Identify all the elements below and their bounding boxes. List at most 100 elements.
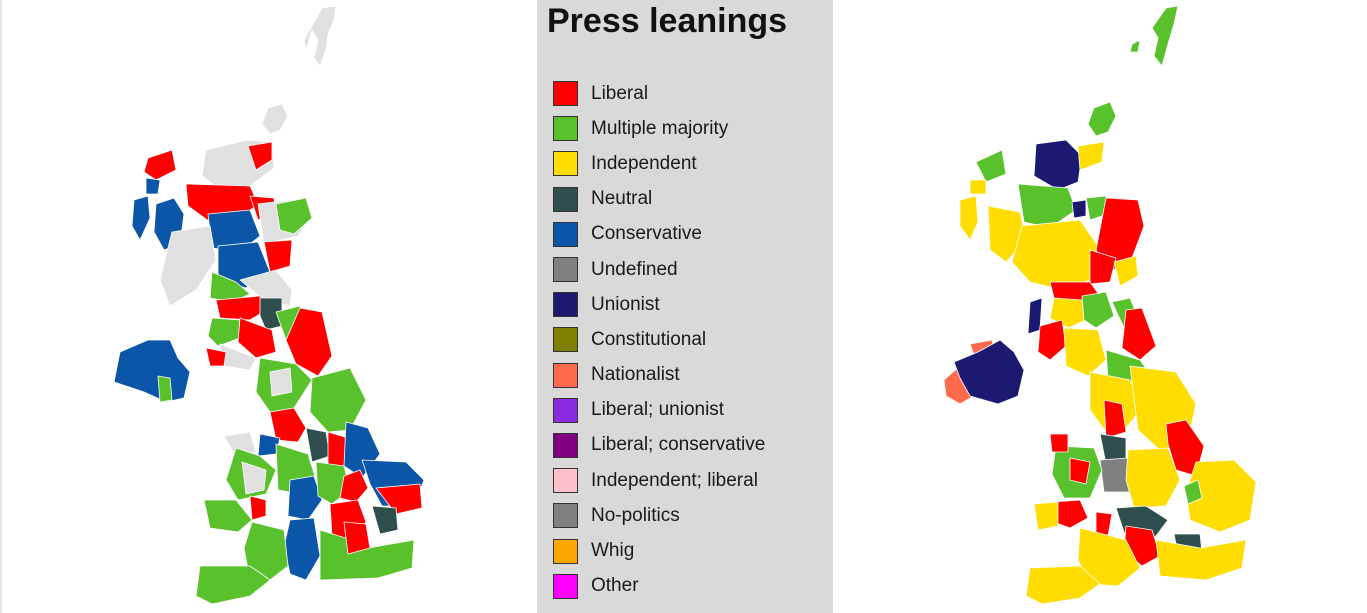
legend-label: Whig: [591, 540, 635, 562]
frame-border: [0, 0, 2, 613]
region: [283, 517, 321, 581]
region: [1081, 291, 1115, 329]
region: [1063, 327, 1107, 377]
region: [305, 427, 331, 463]
region: [145, 177, 161, 195]
region: [285, 307, 333, 377]
region: [375, 483, 423, 515]
region: [1077, 141, 1105, 171]
region: [975, 149, 1007, 183]
legend-item: Multiple majority: [553, 111, 765, 146]
legend-label: No-politics: [591, 504, 680, 526]
legend-title: Press leanings: [547, 2, 788, 40]
region: [287, 475, 323, 521]
region: [263, 239, 293, 273]
uk-map-left: [113, 5, 425, 605]
legend-item: Conservative: [553, 217, 765, 252]
region: [303, 5, 337, 67]
region: [113, 339, 191, 403]
region: [241, 461, 267, 495]
legend-swatch: [553, 538, 578, 564]
region: [237, 317, 277, 359]
legend-swatch: [553, 116, 578, 142]
legend-label: Constitutional: [591, 328, 707, 350]
legend-label: Independent; liberal: [591, 469, 758, 491]
region: [969, 179, 987, 195]
region: [205, 347, 227, 367]
region: [257, 433, 281, 457]
region: [1183, 479, 1203, 505]
region: [1089, 371, 1143, 433]
region: [1011, 219, 1099, 291]
legend-label: Independent: [591, 152, 697, 174]
legend-item: Whig: [553, 533, 765, 568]
legend-label: Liberal: [591, 82, 649, 104]
region: [159, 225, 217, 307]
legend-swatch: [553, 327, 578, 353]
region: [309, 367, 367, 433]
region: [1087, 101, 1117, 137]
legend-item: Liberal: [553, 76, 765, 111]
legend-swatch: [553, 503, 578, 529]
legend-swatch: [553, 573, 578, 599]
region: [249, 495, 267, 521]
region: [131, 195, 151, 241]
region: [1037, 319, 1067, 361]
region: [1125, 447, 1181, 509]
region: [195, 565, 271, 605]
region: [259, 297, 283, 331]
legend-swatch: [553, 257, 578, 283]
legend-swatch: [553, 362, 578, 388]
legend-label: Other: [591, 575, 639, 597]
region: [269, 407, 307, 443]
legend-item: Nationalist: [553, 358, 765, 393]
region: [1113, 255, 1139, 287]
region: [959, 195, 979, 241]
legend-swatch: [553, 468, 578, 494]
region: [953, 339, 1025, 405]
region: [1099, 457, 1131, 493]
legend-label: Undefined: [591, 258, 678, 280]
region: [1103, 399, 1127, 439]
region: [1155, 539, 1247, 581]
legend-item: Liberal; unionist: [553, 393, 765, 428]
region: [207, 317, 241, 347]
legend-list: Liberal Multiple majority Independent Neutr…: [553, 76, 765, 604]
legend-panel: Press leanings Liberal Multiple majority I…: [537, 0, 833, 613]
legend-label: Liberal; unionist: [591, 399, 725, 421]
region: [1089, 249, 1117, 285]
legend-item: No-politics: [553, 498, 765, 533]
region: [247, 141, 273, 171]
legend-swatch: [553, 432, 578, 458]
region: [1033, 139, 1083, 191]
region: [1151, 5, 1179, 67]
region: [339, 469, 369, 503]
legend-item: Other: [553, 569, 765, 604]
region: [261, 103, 289, 135]
region: [1033, 501, 1059, 531]
legend-item: Liberal; conservative: [553, 428, 765, 463]
region: [1071, 199, 1087, 219]
legend-label: Liberal; conservative: [591, 434, 766, 456]
legend-label: Nationalist: [591, 364, 680, 386]
legend-item: Constitutional: [553, 322, 765, 357]
region: [1049, 433, 1069, 453]
region: [203, 499, 253, 533]
region: [1025, 565, 1101, 605]
legend-swatch: [553, 151, 578, 177]
legend-item: Independent; liberal: [553, 463, 765, 498]
legend-label: Neutral: [591, 188, 653, 210]
region: [1053, 499, 1089, 529]
region: [1077, 527, 1141, 587]
region: [157, 375, 173, 403]
legend-swatch: [553, 221, 578, 247]
legend-item: Unionist: [553, 287, 765, 322]
legend-item: Neutral: [553, 182, 765, 217]
uk-map-right: [943, 5, 1257, 605]
legend-label: Conservative: [591, 223, 702, 245]
legend-item: Undefined: [553, 252, 765, 287]
legend-swatch: [553, 81, 578, 107]
region: [371, 505, 399, 535]
legend-swatch: [553, 292, 578, 318]
